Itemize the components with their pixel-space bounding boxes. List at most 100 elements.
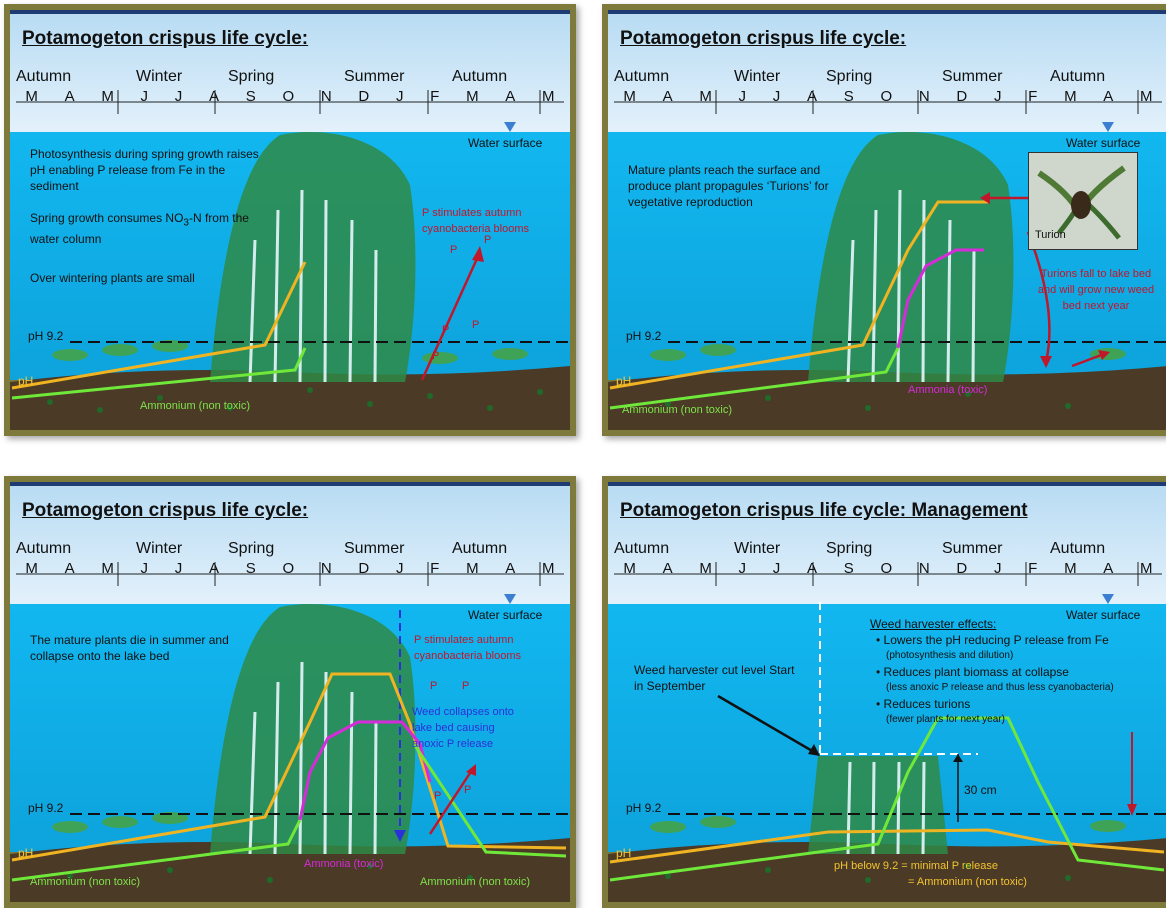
month-label: O — [880, 88, 893, 105]
month-label: F — [1028, 560, 1038, 577]
cut-level-label: Weed harvester cut level Start in Septem… — [634, 663, 795, 693]
month-label: M — [699, 88, 712, 105]
harvester-effects-heading: Weed harvester effects: — [870, 617, 997, 631]
effect-note: (photosynthesis and dilution) — [886, 650, 1014, 661]
month-label: J — [395, 88, 404, 105]
weed-bed-illustration — [650, 132, 1126, 383]
management-ammonium-note: = Ammonium (non toxic) — [908, 876, 1027, 888]
ph-label: pH — [18, 374, 34, 388]
month-label: A — [505, 88, 516, 105]
ph-label: pH — [616, 374, 632, 388]
season-label: Winter — [136, 540, 183, 557]
season-label: Winter — [734, 540, 781, 557]
season-label: Summer — [942, 540, 1003, 557]
month-label: S — [843, 560, 854, 577]
season-label: Autumn — [1050, 540, 1106, 557]
mature-plants-text: Mature plants reach the surface and prod… — [628, 163, 829, 209]
water-surface-label: Water surface — [468, 136, 543, 150]
water-surface-marker — [1102, 122, 1114, 132]
month-label: S — [843, 88, 854, 105]
ph-curve — [11, 672, 567, 862]
turion-label: Turion — [1035, 229, 1066, 241]
month-label: D — [358, 88, 370, 105]
season-label: Winter — [734, 68, 781, 85]
season-label: Spring — [228, 540, 275, 557]
month-label: A — [64, 88, 75, 105]
season-label: Spring — [228, 68, 275, 85]
month-label: M — [466, 560, 479, 577]
effect-item: • Reduces plant biomass at collapse — [876, 665, 1069, 679]
season-label: Winter — [136, 68, 183, 85]
ph-curve — [11, 261, 307, 390]
water-surface-marker — [504, 122, 516, 132]
month-label: M — [542, 88, 555, 105]
turion-photo: Turion — [1028, 152, 1138, 250]
month-label: J — [993, 560, 1002, 577]
month-label: M — [1140, 88, 1153, 105]
month-label: N — [320, 88, 332, 105]
month-label: M — [25, 88, 38, 105]
p-marker: P — [442, 324, 450, 336]
cyanobacteria-note: P stimulates autumn cyanobacteria blooms — [422, 207, 530, 235]
water-surface-marker — [1102, 594, 1114, 604]
season-label: Autumn — [614, 540, 670, 557]
month-label: D — [358, 560, 370, 577]
ph-threshold-label: pH 9.2 — [28, 329, 64, 343]
panel-title: Potamogeton crispus life cycle: — [22, 28, 309, 49]
month-label: J — [738, 88, 747, 105]
month-label: A — [1103, 88, 1114, 105]
p-marker: P — [464, 784, 472, 796]
month-label: A — [806, 560, 817, 577]
ph-curve — [609, 828, 1165, 864]
water-surface-label: Water surface — [1066, 136, 1141, 150]
p-marker: P — [434, 790, 442, 802]
p-marker: P — [462, 680, 470, 692]
month-label: A — [806, 88, 817, 105]
ammonium-label: Ammonium (non toxic) — [622, 404, 733, 416]
month-row: M A M J J A S O N D J F M A M — [12, 560, 568, 577]
panel-1-illustration — [10, 10, 570, 430]
ph-threshold-label: pH 9.2 — [626, 329, 662, 343]
month-label: J — [395, 560, 404, 577]
month-label: M — [101, 560, 114, 577]
ph-threshold-label: pH 9.2 — [28, 801, 64, 815]
ammonia-curve — [298, 720, 432, 821]
season-label: Autumn — [1050, 68, 1106, 85]
month-label: S — [245, 560, 256, 577]
season-label: Summer — [344, 68, 405, 85]
panel-3-illustration — [10, 482, 570, 902]
harvester-effects-list: • Lowers the pH reducing P release from … — [876, 632, 1166, 728]
month-label: M — [623, 88, 636, 105]
panel-title: Potamogeton crispus life cycle: Manageme… — [620, 500, 1028, 521]
season-label: Autumn — [452, 540, 508, 557]
season-label: Autumn — [452, 68, 508, 85]
month-label: A — [662, 560, 673, 577]
ph-label: pH — [616, 846, 632, 860]
month-label: F — [1028, 88, 1038, 105]
overwintering-text: Over wintering plants are small — [30, 271, 195, 285]
ammonium-curve — [609, 347, 900, 410]
month-label: J — [993, 88, 1002, 105]
month-label: J — [772, 560, 781, 577]
month-label: J — [140, 560, 149, 577]
management-ph-note: pH below 9.2 = minimal P release — [834, 860, 998, 872]
panel-title: Potamogeton crispus life cycle: — [22, 500, 309, 521]
month-label: J — [772, 88, 781, 105]
month-label: F — [430, 560, 440, 577]
month-label: J — [140, 88, 149, 105]
month-label: M — [542, 560, 555, 577]
month-label: O — [282, 560, 295, 577]
ammonium-curve — [11, 347, 307, 400]
month-label: A — [662, 88, 673, 105]
month-label: M — [623, 560, 636, 577]
ph-threshold-label: pH 9.2 — [626, 801, 662, 815]
turions-fall-note: Turions fall to lake bed and will grow n… — [1037, 268, 1155, 312]
panel-4-illustration — [608, 482, 1166, 902]
ammonium-curve — [609, 716, 1165, 882]
p-marker: P — [472, 319, 480, 331]
water-surface-label: Water surface — [468, 608, 543, 622]
ammonium-label: Ammonium (non toxic) — [140, 400, 251, 412]
collapse-text: The mature plants die in summer and coll… — [30, 633, 229, 663]
month-label: J — [738, 560, 747, 577]
month-row: M A M J J A S O N D J F M A M — [610, 88, 1166, 105]
